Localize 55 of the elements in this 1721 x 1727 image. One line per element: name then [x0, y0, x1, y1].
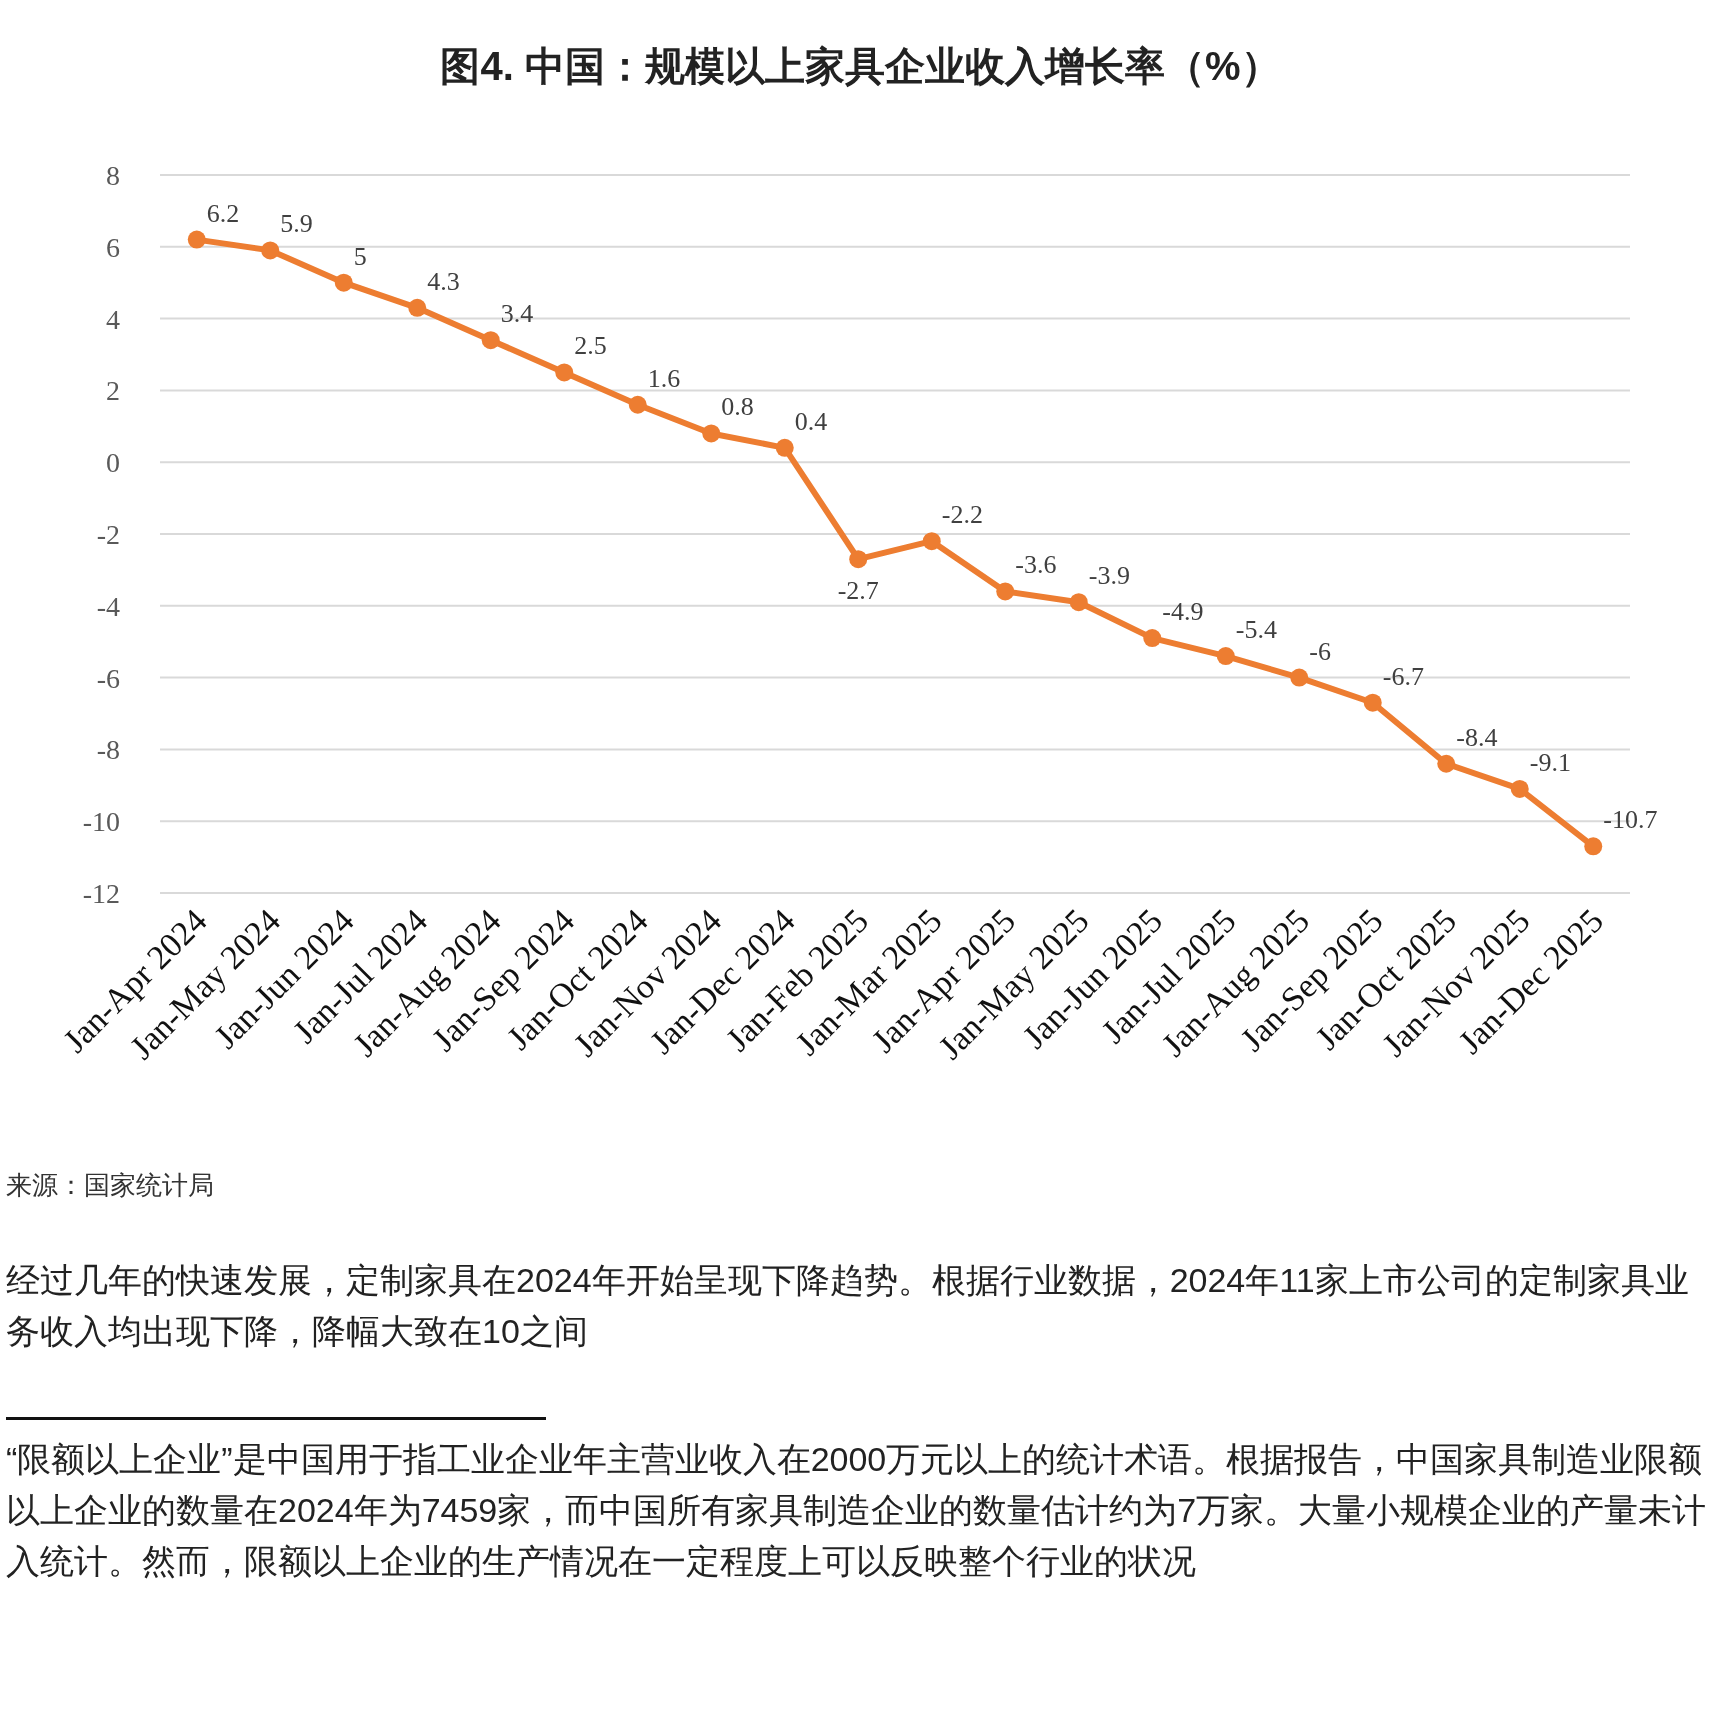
y-tick-label: 8 [106, 160, 120, 191]
y-tick-label: -2 [96, 519, 120, 550]
data-label: -10.7 [1603, 805, 1658, 835]
data-label: -3.6 [1015, 550, 1057, 580]
data-label: 5.9 [280, 209, 313, 239]
data-label: -3.9 [1088, 561, 1130, 591]
data-label: -2.7 [837, 576, 879, 606]
y-tick-label: 0 [106, 447, 120, 479]
y-tick-label: 2 [106, 375, 120, 407]
point [1290, 668, 1309, 687]
text: 经过几年的快速发展，定制家具在2024年开始呈现下降趋势。根据行业数据，2024年11家上市公司的定制家具业务收入均出现下降，降幅大致在10之间 [6, 1260, 1690, 1352]
data-label: -8.4 [1456, 722, 1498, 752]
data-label: 3.4 [500, 299, 534, 329]
source-note: 来源：国家统计局 [6, 1169, 214, 1202]
point [1584, 837, 1603, 856]
data-label: 4.3 [427, 266, 460, 296]
data-label: 0.4 [794, 406, 828, 436]
data-label: 6.2 [206, 198, 240, 228]
point [996, 582, 1015, 601]
y-tick-label: -12 [82, 878, 120, 909]
point [187, 230, 206, 249]
data-label: 0.8 [721, 392, 754, 422]
y-tick-label: -8 [96, 734, 120, 766]
text: “限额以上企业”是中国用于指工业企业年主营业收入在2000万元以上的统计术语。根据报告，中国家具制造业限额以上企业的数量在2024年为7459家，而中国所有家具制造企业的数量估计约为7万家。大量小规模企业的产量未计入统计。然而，限额以上企业的生产情况在一定程度上可以反映整个行业的状况 [6, 1439, 1708, 1582]
y-tick-label: -10 [82, 806, 120, 838]
data-label: -4.9 [1162, 597, 1204, 627]
point [1510, 779, 1529, 798]
point [261, 241, 280, 260]
data-label: -5.4 [1235, 615, 1277, 645]
point [775, 438, 794, 457]
point [1363, 693, 1382, 712]
data-label: -9.1 [1529, 747, 1571, 777]
point [481, 331, 500, 350]
chart-title: 图4. 中国：规模以上家具企业收入增长率（%） [440, 44, 1281, 88]
point [1437, 754, 1456, 773]
point [334, 273, 353, 292]
point [1216, 647, 1235, 666]
point [555, 363, 574, 382]
data-label: -2.2 [941, 500, 983, 530]
y-tick-label: -6 [96, 662, 120, 694]
point [849, 550, 868, 569]
y-tick-label: 4 [106, 303, 120, 335]
point [1069, 593, 1088, 612]
point [922, 532, 941, 551]
point [628, 395, 647, 414]
point [702, 424, 721, 443]
data-label: 1.6 [647, 363, 681, 393]
data-label: 2.5 [574, 331, 607, 361]
data-label: -6 [1309, 636, 1331, 666]
data-label: -6.7 [1382, 661, 1424, 691]
point [1143, 629, 1162, 648]
data-label: 5 [353, 241, 367, 271]
point [408, 298, 427, 317]
y-tick-label: -4 [96, 590, 120, 622]
y-tick-label: 6 [106, 231, 120, 263]
